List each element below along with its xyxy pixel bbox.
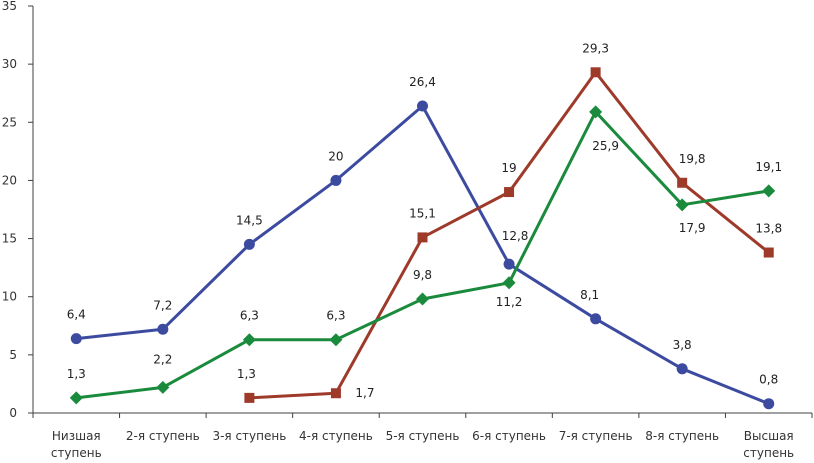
series-1-line [76, 104, 770, 406]
series-1-data-label: 0,8 [759, 373, 778, 387]
series-3-data-label: 25,9 [592, 139, 619, 153]
series-3-point [589, 105, 603, 119]
x-tick-label: 4-я ступень [299, 429, 373, 443]
series-2-point [504, 187, 515, 198]
y-tick-label: 0 [9, 406, 17, 420]
series-1-data-label: 14,5 [236, 213, 263, 227]
x-tick-label: 6-я ступень [472, 429, 546, 443]
series-2-data-label: 19 [501, 161, 516, 175]
series-1-data-label: 20 [328, 149, 343, 163]
series-1-data-label: 12,8 [502, 229, 529, 243]
series-1-data-label: 6,4 [67, 308, 86, 322]
series-1-point [330, 174, 342, 186]
x-tick-label: 2-я ступень [126, 429, 200, 443]
series-2-point [677, 177, 688, 188]
series-2-data-label: 19,8 [679, 152, 706, 166]
series-2-data-label: 13,8 [755, 222, 782, 236]
x-tick-label: Высшая ступень [743, 429, 794, 460]
series-2-data-label: 29,3 [582, 41, 609, 55]
series-3-point [156, 380, 170, 394]
y-tick-label: 5 [9, 348, 17, 362]
y-tick-label: 30 [2, 57, 17, 71]
series-1-point [157, 323, 169, 335]
series-1-point [763, 398, 775, 410]
x-tick-label: 8-я ступень [645, 429, 719, 443]
series-3-point [69, 391, 83, 405]
series-3-data-label: 6,3 [326, 309, 345, 323]
series-1-point [243, 238, 255, 250]
series-2-point [330, 388, 341, 399]
series-3-data-label: 2,2 [153, 352, 172, 366]
x-tick-label: 5-я ступень [386, 429, 460, 443]
series-markers [69, 67, 776, 410]
y-tick-label: 20 [2, 173, 17, 187]
y-tick-label: 10 [2, 290, 17, 304]
data-labels: 6,4 7,2 14,5 20 26,4 12,8 8,1 3,8 0,8 1,3 1,7 15,1 1… [67, 41, 782, 400]
series-3-point [762, 184, 776, 198]
y-tick-label: 25 [2, 115, 17, 129]
x-tick-label: 7-я ступень [559, 429, 633, 443]
series-3-line [76, 110, 769, 400]
series-2-data-label: 1,7 [355, 386, 374, 400]
series-1-data-label: 7,2 [153, 298, 172, 312]
series-2-data-label: 15,1 [409, 206, 436, 220]
series-3-point [675, 198, 689, 212]
series-2-point [590, 67, 601, 78]
series-3-data-label: 1,3 [67, 367, 86, 381]
series-3-data-label: 6,3 [240, 309, 259, 323]
series-3-point [416, 292, 429, 306]
x-tick-label: Низшая ступень [51, 429, 102, 460]
series-1-data-label: 26,4 [409, 75, 436, 89]
series-1-data-label: 8,1 [580, 288, 599, 302]
series-1-point [417, 100, 428, 112]
series-3-data-label: 19,1 [755, 160, 782, 174]
series-1-point [676, 363, 688, 375]
series-1-point [590, 313, 602, 325]
series-2-data-label: 1,3 [237, 367, 256, 381]
y-tick-label: 35 [2, 0, 17, 13]
series-3-point [242, 333, 256, 347]
series-2-point [763, 247, 774, 258]
series-2-point [244, 392, 255, 403]
series-1-point [503, 258, 515, 270]
series-3-point [502, 276, 516, 290]
series-3-point [329, 333, 343, 347]
series-3-data-label: 9,8 [413, 268, 432, 282]
series-3-data-label: 17,9 [679, 221, 706, 235]
series-1-point [70, 333, 82, 345]
series-2-point [417, 232, 428, 243]
y-tick-label: 15 [2, 232, 17, 246]
x-tick-label: 3-я ступень [212, 429, 286, 443]
series-1-data-label: 3,8 [673, 338, 692, 352]
series-3-data-label: 11,2 [496, 295, 523, 309]
